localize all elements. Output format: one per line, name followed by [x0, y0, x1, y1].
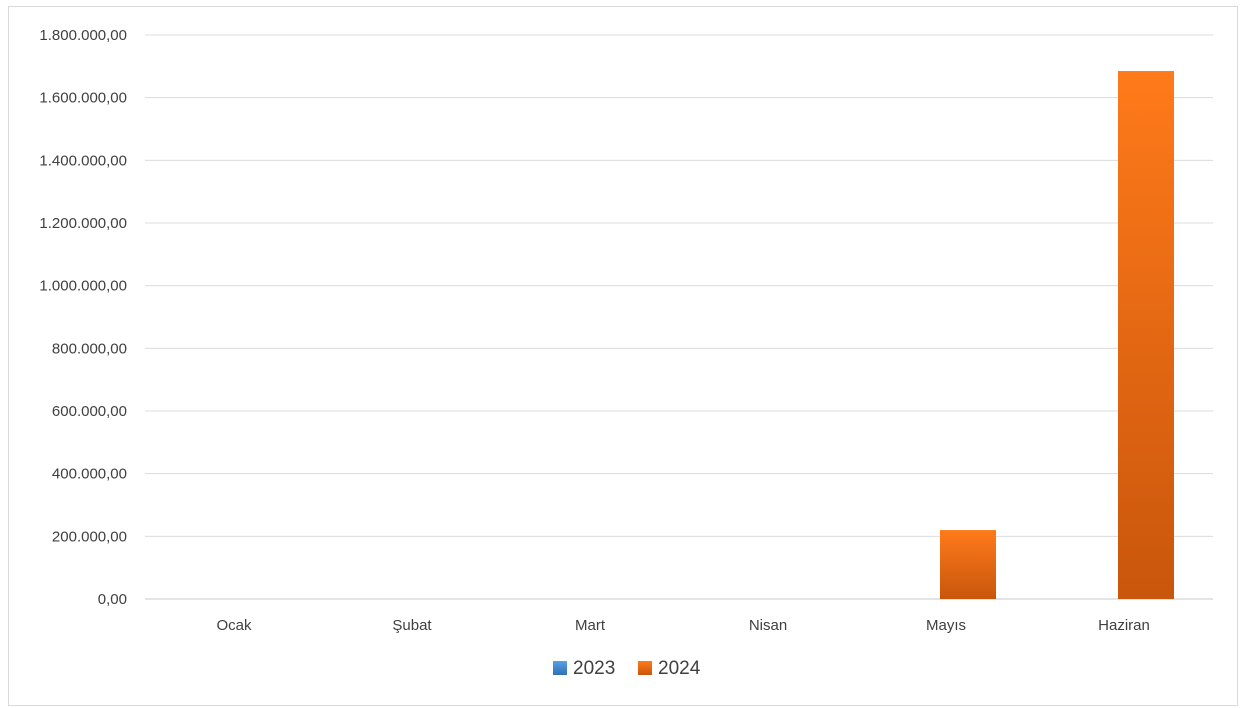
y-tick-label: 400.000,00	[52, 466, 127, 483]
y-tick-label: 1.000.000,00	[39, 278, 127, 295]
x-tick-label: Şubat	[392, 617, 432, 634]
y-tick-label: 1.200.000,00	[39, 215, 127, 232]
y-tick-label: 1.800.000,00	[39, 27, 127, 44]
legend-label-2024: 2024	[658, 658, 701, 679]
bar-2024-Mayıs	[940, 530, 996, 599]
gridlines	[145, 34, 1213, 600]
bars	[940, 71, 1174, 600]
x-tick-label: Mart	[575, 617, 606, 634]
legend-swatch-2024	[638, 661, 652, 675]
y-tick-label: 800.000,00	[52, 340, 127, 357]
y-tick-label: 0,00	[98, 591, 127, 608]
chart-frame	[8, 6, 1238, 706]
legend: 2023 2024	[553, 658, 701, 679]
x-tick-label: Ocak	[216, 617, 252, 634]
x-tick-label: Nisan	[749, 617, 787, 634]
x-axis-ticks: Ocak Şubat Mart Nisan Mayıs Haziran	[216, 617, 1149, 634]
y-axis-ticks: 0,00 200.000,00 400.000,00 600.000,00 800.00…	[39, 27, 127, 608]
y-tick-label: 200.000,00	[52, 528, 127, 545]
legend-swatch-2023	[553, 661, 567, 675]
bar-2024-Haziran	[1118, 71, 1174, 600]
legend-label-2023: 2023	[573, 658, 615, 679]
y-tick-label: 600.000,00	[52, 403, 127, 420]
x-tick-label: Haziran	[1098, 617, 1150, 634]
y-tick-label: 1.400.000,00	[39, 152, 127, 169]
y-tick-label: 1.600.000,00	[39, 90, 127, 107]
x-tick-label: Mayıs	[926, 617, 966, 634]
